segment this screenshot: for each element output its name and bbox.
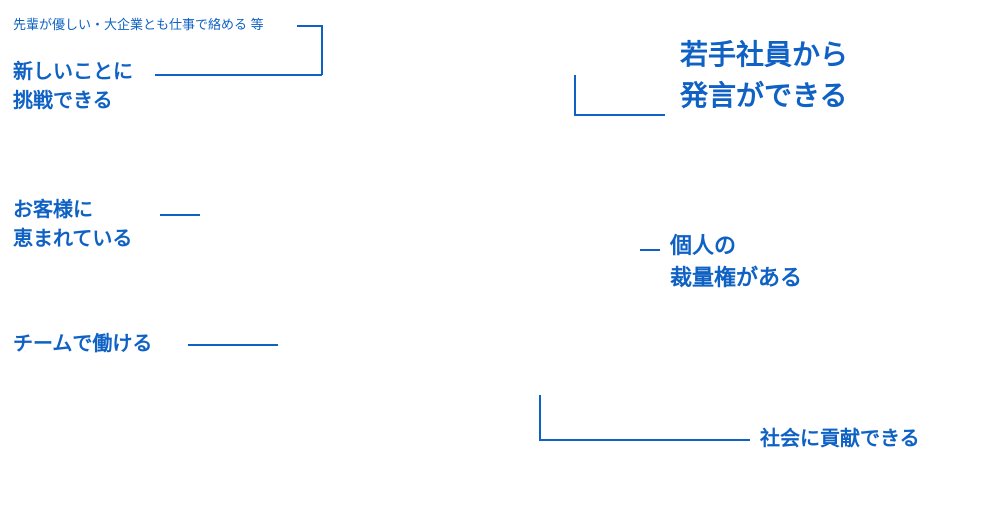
label-left-2-line2: 恵まれている — [13, 225, 132, 254]
label-right-3-line1: 社会に貢献できる — [760, 425, 920, 454]
label-right-2-line2: 裁量権がある — [670, 262, 802, 294]
label-left-2: お客様に 恵まれている — [13, 196, 132, 254]
connector-line — [540, 395, 750, 440]
label-left-1-line2: 挑戦できる — [13, 87, 133, 116]
connector-line — [575, 75, 665, 115]
label-right-2-line1: 個人の — [670, 230, 802, 262]
label-right-2: 個人の 裁量権がある — [670, 230, 802, 294]
diagram-stage: 先輩が優しい・大企業とも仕事で絡める 等 新しいことに 挑戦できる お客様に 恵… — [0, 0, 1000, 507]
label-right-1-line2: 発言ができる — [680, 76, 848, 117]
label-right-1-line1: 若手社員から — [680, 35, 848, 76]
label-left-1-line1: 新しいことに — [13, 58, 133, 87]
top-caption: 先輩が優しい・大企業とも仕事で絡める 等 — [13, 16, 264, 35]
label-left-3: チームで働ける — [13, 330, 152, 359]
connector-line — [297, 26, 322, 75]
label-left-3-line1: チームで働ける — [13, 330, 152, 359]
label-left-1: 新しいことに 挑戦できる — [13, 58, 133, 116]
label-right-3: 社会に貢献できる — [760, 425, 920, 454]
label-right-1: 若手社員から 発言ができる — [680, 35, 848, 116]
top-caption-text: 先輩が優しい・大企業とも仕事で絡める 等 — [13, 17, 264, 32]
label-left-2-line1: お客様に — [13, 196, 132, 225]
